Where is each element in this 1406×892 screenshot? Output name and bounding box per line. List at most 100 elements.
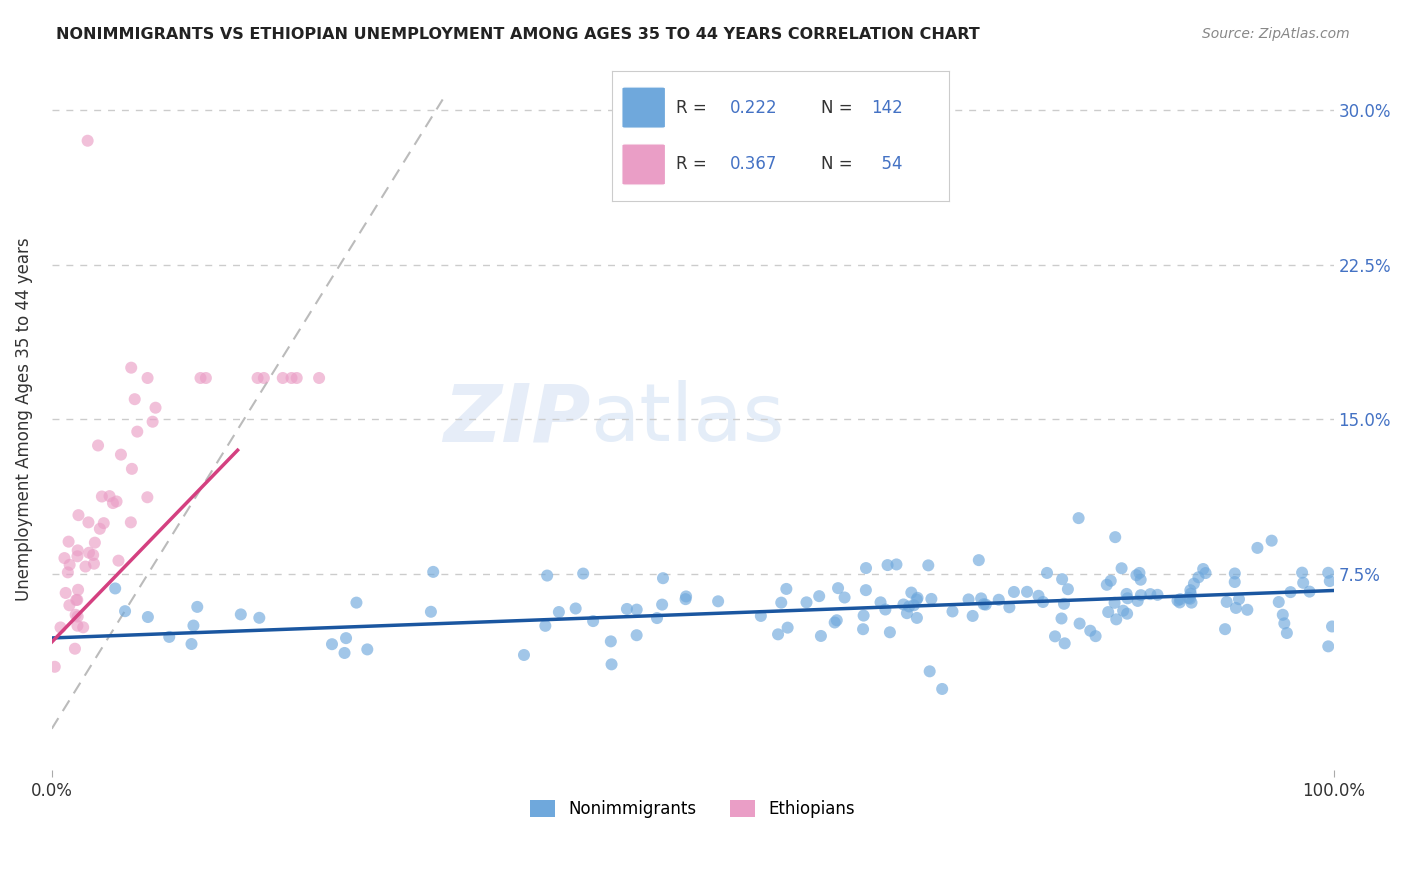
Point xyxy=(335,631,357,645)
Point xyxy=(834,591,856,605)
Point xyxy=(513,648,536,662)
Point xyxy=(67,582,90,597)
Point xyxy=(1317,640,1340,654)
Point xyxy=(1272,616,1295,631)
Point xyxy=(1097,605,1119,619)
Point xyxy=(1069,616,1091,631)
Point xyxy=(1112,604,1135,618)
Point xyxy=(66,543,89,558)
Point xyxy=(1116,591,1139,606)
Point xyxy=(1192,562,1215,576)
Point xyxy=(1115,587,1137,601)
Point xyxy=(247,611,270,625)
Point xyxy=(114,604,136,618)
Point xyxy=(105,494,128,508)
Point xyxy=(285,371,308,385)
Point xyxy=(356,642,378,657)
Point xyxy=(1043,629,1066,643)
Point xyxy=(651,598,673,612)
Point xyxy=(321,637,343,651)
Point xyxy=(72,620,94,634)
Point xyxy=(626,602,648,616)
Point xyxy=(1099,574,1122,588)
Point xyxy=(1215,595,1237,609)
Point xyxy=(547,605,569,619)
Text: R =: R = xyxy=(676,155,711,173)
Point xyxy=(896,606,918,620)
Point xyxy=(987,592,1010,607)
Point xyxy=(49,620,72,634)
Point xyxy=(1067,511,1090,525)
Point xyxy=(229,607,252,622)
Point xyxy=(1166,593,1188,607)
Point xyxy=(1177,591,1199,605)
Point xyxy=(120,516,142,530)
Point xyxy=(82,548,104,562)
Point xyxy=(1129,588,1152,602)
Text: ZIP: ZIP xyxy=(443,380,591,458)
Point xyxy=(44,660,66,674)
FancyBboxPatch shape xyxy=(621,87,665,128)
Point xyxy=(900,585,922,599)
Point xyxy=(107,554,129,568)
Point xyxy=(1291,566,1313,580)
Text: N =: N = xyxy=(821,99,858,117)
Point xyxy=(419,605,441,619)
Point xyxy=(1223,574,1246,589)
Point xyxy=(707,594,730,608)
Point xyxy=(121,462,143,476)
Point xyxy=(104,582,127,596)
Point xyxy=(1104,530,1126,544)
Point xyxy=(55,586,77,600)
Point xyxy=(920,591,942,606)
Point xyxy=(1015,584,1038,599)
Point xyxy=(1246,541,1268,555)
Text: R =: R = xyxy=(676,99,711,117)
Point xyxy=(1050,611,1073,625)
Point xyxy=(1267,595,1289,609)
Point xyxy=(83,557,105,571)
Point xyxy=(905,611,928,625)
Point xyxy=(645,611,668,625)
Point xyxy=(973,597,995,611)
Point xyxy=(1078,624,1101,638)
Text: 142: 142 xyxy=(872,99,903,117)
Point xyxy=(59,558,82,572)
Point xyxy=(599,634,621,648)
Point xyxy=(1320,619,1343,633)
Point xyxy=(63,641,86,656)
Point xyxy=(962,609,984,624)
Point xyxy=(998,600,1021,615)
Point xyxy=(967,553,990,567)
Point xyxy=(66,549,89,564)
Point xyxy=(1319,574,1341,588)
Point xyxy=(308,371,330,385)
Point xyxy=(974,598,997,612)
Point xyxy=(1271,607,1294,622)
Point xyxy=(124,392,146,407)
Point xyxy=(67,508,90,523)
Point xyxy=(1187,570,1209,584)
Point xyxy=(183,618,205,632)
Point xyxy=(66,618,89,632)
Point xyxy=(87,438,110,452)
Point xyxy=(1260,533,1282,548)
Point xyxy=(825,613,848,627)
Point xyxy=(1279,585,1302,599)
Point xyxy=(142,415,165,429)
Point xyxy=(1275,626,1298,640)
Text: 0.222: 0.222 xyxy=(730,99,778,117)
Point xyxy=(280,371,302,385)
Point xyxy=(970,591,993,606)
Point xyxy=(1036,566,1059,580)
Point xyxy=(886,558,908,572)
Point xyxy=(346,596,368,610)
Text: 0.367: 0.367 xyxy=(730,155,778,173)
Point xyxy=(893,598,915,612)
Point xyxy=(246,371,269,385)
Point xyxy=(1178,591,1201,606)
Point xyxy=(810,629,832,643)
Point xyxy=(90,490,112,504)
Point xyxy=(1236,603,1258,617)
Point xyxy=(1057,582,1080,597)
